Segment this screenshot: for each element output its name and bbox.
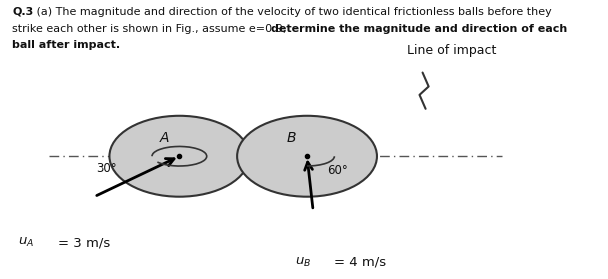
Text: 60°: 60° <box>327 164 348 177</box>
Text: ball after impact.: ball after impact. <box>12 40 120 50</box>
Text: B: B <box>287 131 297 145</box>
Text: 30°: 30° <box>96 162 117 175</box>
Text: (a) The magnitude and direction of the velocity of two identical frictionless ba: (a) The magnitude and direction of the v… <box>33 7 552 17</box>
Ellipse shape <box>109 116 249 197</box>
Text: determine the magnitude and direction of each: determine the magnitude and direction of… <box>271 24 567 34</box>
Text: A: A <box>159 131 169 145</box>
Text: $u_A$: $u_A$ <box>18 236 34 249</box>
Text: $u_B$: $u_B$ <box>295 256 311 269</box>
Text: = 3 m/s: = 3 m/s <box>58 236 110 249</box>
Text: Q.3: Q.3 <box>12 7 33 17</box>
Ellipse shape <box>237 116 377 197</box>
Text: Line of impact: Line of impact <box>407 44 497 57</box>
Text: strike each other is shown in Fig., assume e=0.9,: strike each other is shown in Fig., assu… <box>12 24 290 34</box>
Text: = 4 m/s: = 4 m/s <box>334 256 387 269</box>
